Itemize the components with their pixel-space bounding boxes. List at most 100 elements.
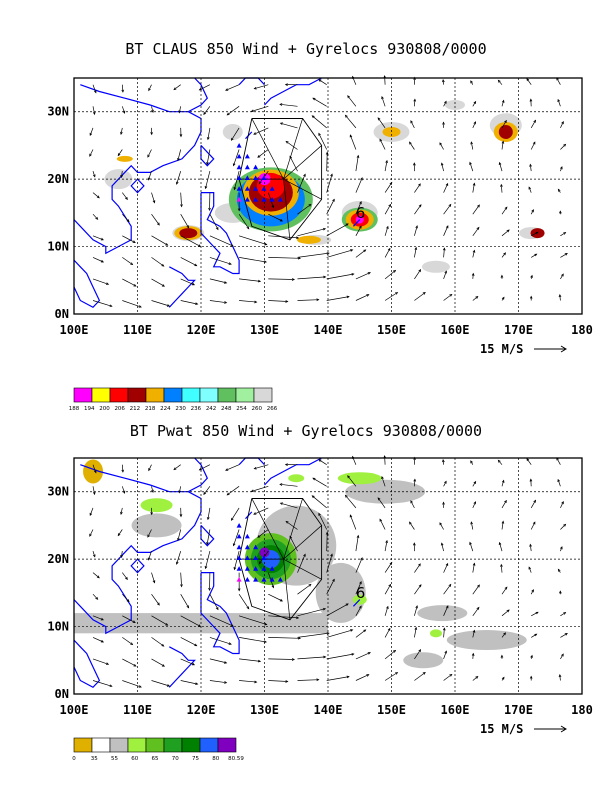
wind-arrow [501, 586, 508, 595]
wind-arrow [122, 278, 137, 287]
wind-arrow [501, 609, 510, 617]
coastline [352, 219, 361, 227]
coastline [130, 558, 145, 574]
wind-arrow-head [120, 554, 123, 559]
wind-arrow-head [323, 275, 327, 279]
coastline [264, 457, 322, 486]
wind-arrow-head [100, 259, 105, 263]
wind-arrow [501, 521, 504, 530]
wind-arrow [180, 680, 198, 685]
wind-arrow-head [351, 652, 355, 656]
wind-arrow [206, 149, 211, 165]
wind-arrow-head [161, 284, 166, 287]
cloud-shield [421, 260, 450, 273]
gyre-spoke [283, 145, 322, 180]
wind-arrow [209, 594, 219, 610]
wind-arrow [347, 475, 357, 487]
wind-arrow-head [165, 623, 169, 626]
wind-arrow-head [533, 119, 537, 123]
wind-arrow [409, 141, 415, 150]
coastlines [73, 457, 361, 689]
wind-arrow-head [473, 121, 476, 125]
wind-arrow [501, 480, 505, 487]
wind-arrow-head [311, 495, 315, 499]
colorbar-swatch [253, 387, 273, 403]
wind-arrow [251, 485, 269, 492]
wind-arrow [470, 521, 474, 530]
wind-arrow-head [503, 252, 506, 256]
gyreloc-marker [236, 143, 242, 148]
wind-arrow [121, 106, 125, 114]
wind-arrow-head [387, 247, 391, 251]
wind-arrow-head [179, 134, 183, 138]
wind-arrow [355, 225, 362, 236]
wind-arrow [530, 589, 534, 595]
wind-arrow [209, 235, 234, 247]
wind-arrow [312, 477, 327, 487]
wind-arrow-head [322, 227, 327, 231]
wind-arrow [384, 606, 389, 616]
wind-arrow-head [476, 226, 480, 230]
gyreloc-marker [253, 566, 259, 571]
gyre-spoke [251, 118, 284, 180]
wind-arrow [530, 141, 536, 150]
wind-arrow-head [358, 225, 362, 229]
wind-arrow-head [161, 263, 165, 267]
wind-scale-arrowhead [560, 345, 567, 353]
wind-arrow-head [385, 539, 388, 544]
wind-arrow-head [559, 166, 563, 170]
wind-arrow-head [558, 210, 562, 214]
wind-arrow [122, 300, 142, 308]
wind-arrow-head [311, 115, 315, 119]
wind-arrow-head [150, 132, 153, 136]
wind-arrow-head [445, 182, 449, 187]
gyre-spoke [283, 558, 322, 580]
wind-arrow [414, 99, 416, 107]
wind-arrow [472, 563, 475, 573]
wind-arrow-head [386, 225, 389, 229]
lon-tick-label: 130E [250, 323, 279, 337]
wind-arrow-head [312, 477, 316, 481]
wind-arrow-head [161, 643, 165, 647]
gyreloc-marker [236, 566, 242, 571]
wind-arrow-head [470, 80, 473, 84]
wind-arrow-head [501, 676, 505, 680]
gyre-spoke [283, 559, 291, 620]
wind-arrow [239, 300, 257, 303]
gyreloc-marker [261, 196, 267, 202]
wind-arrow [472, 273, 474, 279]
wind-arrow-head [504, 119, 507, 124]
colorbar-swatch [163, 387, 183, 403]
gyreloc-marker [253, 576, 259, 582]
wind-arrow-head [563, 523, 567, 527]
wind-arrow [326, 249, 353, 258]
wind-arrow-head [359, 581, 362, 585]
wind-arrow-head [237, 588, 241, 592]
wind-arrow [180, 257, 197, 267]
coastline [130, 178, 145, 194]
wind-arrow-head [138, 685, 142, 688]
wind-arrow-head [254, 680, 258, 684]
wind-arrow [177, 529, 182, 541]
wind-arrow [92, 593, 98, 600]
wind-arrow [469, 162, 474, 172]
wind-arrow [239, 278, 261, 282]
wind-arrow-head [186, 605, 190, 609]
wind-arrow [151, 278, 165, 287]
wind-arrow-head [439, 142, 442, 146]
lat-tick-label: 30N [47, 105, 69, 119]
wind-arrow-head [206, 162, 209, 166]
wind-arrow-head [100, 617, 104, 621]
wind-arrow [384, 248, 391, 258]
wind-arrow [209, 278, 227, 284]
wind-arrow [384, 584, 391, 595]
wind-arrow-head [191, 662, 196, 666]
colorbar-swatch [163, 737, 183, 753]
wind-arrow [151, 235, 168, 246]
wind-arrow-head [388, 583, 391, 587]
wind-arrow [209, 637, 232, 645]
lon-tick-label: 100E [60, 323, 89, 337]
wind-arrow [414, 584, 422, 595]
lon-tick-label: 120E [187, 323, 216, 337]
gyreloc-marker [261, 175, 267, 180]
